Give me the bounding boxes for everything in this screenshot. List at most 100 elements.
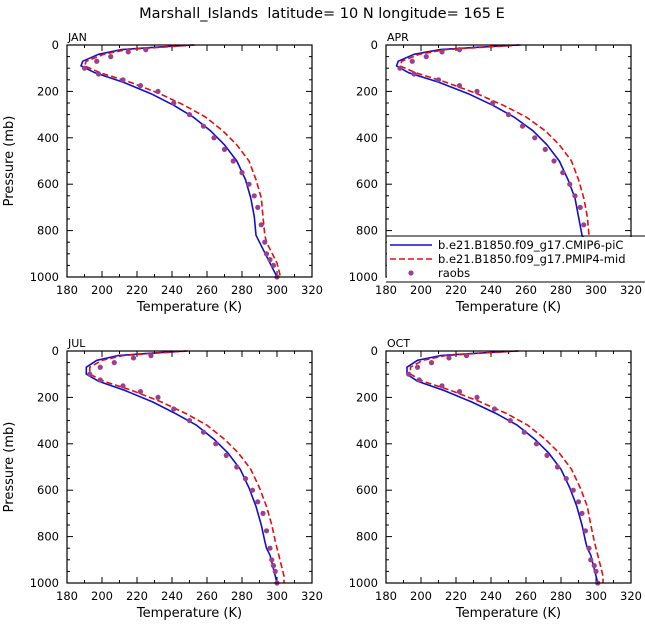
y-tick-label: 1000 <box>30 270 59 284</box>
raobs-point <box>591 563 597 569</box>
plot-frame <box>66 44 313 278</box>
raobs-point <box>551 158 557 164</box>
raobs-point <box>577 204 583 210</box>
raobs-point <box>542 146 548 152</box>
panel-label: APR <box>387 31 409 44</box>
x-tick-label: 240 <box>480 283 502 297</box>
raobs-point <box>120 77 126 83</box>
raobs-point <box>260 510 266 516</box>
x-tick-label: 280 <box>231 589 253 603</box>
cmip6-line <box>80 44 278 278</box>
raobs-point <box>532 135 538 141</box>
raobs-point <box>581 222 587 228</box>
raobs-point <box>572 193 578 199</box>
x-tick-label: 220 <box>445 589 467 603</box>
raobs-point <box>186 112 193 118</box>
raobs-point <box>263 528 270 534</box>
raobs-point <box>406 371 412 377</box>
pmip4-line <box>83 44 282 278</box>
raobs-point <box>456 389 463 395</box>
raobs-point <box>505 112 512 118</box>
x-axis-label: Temperature (K) <box>455 606 561 621</box>
raobs-point <box>435 77 442 83</box>
raobs-point <box>439 383 445 389</box>
panel-jul: 180 200 220 240 260 280 300 320 0 200 400 600 800 100… <box>2 337 323 621</box>
raobs-point <box>439 49 445 55</box>
raobs-point <box>262 239 268 245</box>
raobs-point <box>171 406 177 412</box>
raobs-point <box>125 49 131 55</box>
raobs-point <box>490 100 496 106</box>
raobs-point <box>263 251 270 257</box>
raobs-point <box>221 146 228 152</box>
legend-entry: b.e21.B1850.f09_g17.CMIP6-piC <box>390 238 623 252</box>
x-tick-label: 180 <box>375 589 397 603</box>
raobs-point <box>570 487 576 493</box>
raobs-point <box>533 441 540 447</box>
raobs-point <box>211 135 217 141</box>
raobs-point <box>409 58 415 64</box>
raobs-point <box>87 371 93 377</box>
raobs-point <box>416 377 422 383</box>
x-tick-label: 280 <box>550 589 572 603</box>
raobs-point <box>474 394 480 400</box>
panel-label: OCT <box>387 337 410 350</box>
x-tick-label: 300 <box>266 283 288 297</box>
y-tick-label: 800 <box>37 530 59 544</box>
x-tick-label: 200 <box>410 283 432 297</box>
x-axis-label: Temperature (K) <box>136 300 242 315</box>
raobs-point <box>575 499 582 505</box>
x-tick-label: 300 <box>585 589 607 603</box>
x-tick-label: 240 <box>161 283 183 297</box>
y-tick-label: 800 <box>356 530 378 544</box>
cmip6-line <box>406 350 599 584</box>
x-tick-label: 320 <box>301 589 323 603</box>
y-tick-label: 400 <box>356 437 378 451</box>
raobs-point <box>155 394 161 400</box>
raobs-point <box>544 452 550 458</box>
y-tick-label: 200 <box>356 390 378 404</box>
raobs-point <box>97 377 103 383</box>
y-tick-label: 1000 <box>349 270 378 284</box>
legend: b.e21.B1850.f09_g17.CMIP6-piCb.e21.B1850… <box>386 235 645 283</box>
x-tick-label: 240 <box>161 589 183 603</box>
x-tick-label: 180 <box>56 589 78 603</box>
y-tick-label: 600 <box>37 483 59 497</box>
y-tick-label: 400 <box>356 131 378 145</box>
y-tick-label: 0 <box>371 344 378 358</box>
raobs-point <box>130 355 137 361</box>
raobs-point <box>474 88 480 94</box>
panel-label: JAN <box>67 31 87 44</box>
x-axis-label: Temperature (K) <box>136 606 242 621</box>
x-tick-label: 300 <box>585 283 607 297</box>
panel-oct: 180 200 220 240 260 280 300 320 0 200 400 600 800 100… <box>349 337 642 621</box>
x-tick-label: 200 <box>91 589 113 603</box>
raobs-point <box>81 65 88 71</box>
legend-marker <box>408 270 414 276</box>
raobs-point <box>246 181 252 187</box>
cmip6-line <box>85 350 278 584</box>
y-tick-label: 600 <box>37 177 59 191</box>
raobs-point <box>593 568 599 575</box>
raobs-point <box>456 47 463 53</box>
plot-frame <box>66 350 313 584</box>
panel-apr: 180 200 220 240 260 280 300 320 0 200 400 600 800 100… <box>349 31 642 315</box>
y-axis-label: Pressure (mb) <box>2 116 17 207</box>
y-tick-label: 800 <box>356 224 378 238</box>
raobs-point <box>255 204 261 210</box>
legend-label: b.e21.B1850.f09_g17.CMIP6-piC <box>438 238 623 252</box>
x-tick-label: 300 <box>266 589 288 603</box>
y-tick-label: 400 <box>37 437 59 451</box>
x-tick-label: 200 <box>410 589 432 603</box>
raobs-point <box>411 71 417 77</box>
raobs-point <box>200 429 207 435</box>
y-tick-label: 200 <box>356 84 378 98</box>
x-tick-label: 260 <box>196 283 218 297</box>
y-tick-label: 0 <box>371 38 378 52</box>
legend-entry: raobs <box>408 266 470 280</box>
y-tick-label: 200 <box>37 84 59 98</box>
raobs-point <box>567 181 573 187</box>
raobs-point <box>491 406 498 412</box>
raobs-point <box>267 545 273 551</box>
